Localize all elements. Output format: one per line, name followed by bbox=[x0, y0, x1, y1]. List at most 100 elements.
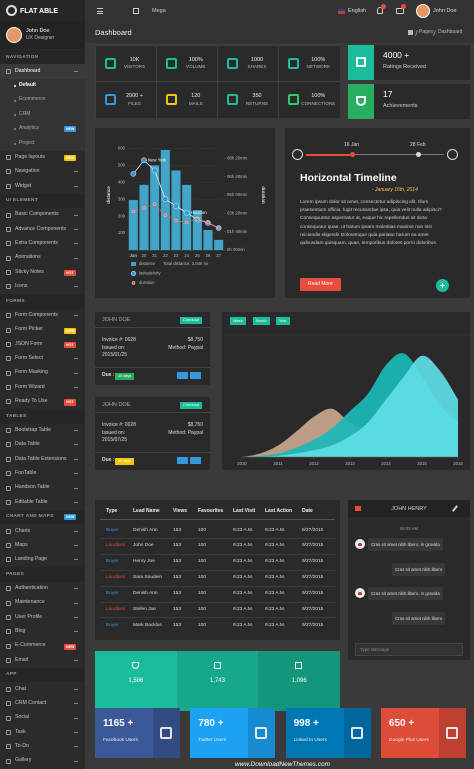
table-cell: Sara Soudein bbox=[133, 575, 163, 581]
sidebar-item[interactable]: Form Components bbox=[0, 309, 85, 323]
invoice-number: Invoice #: 0028 bbox=[102, 422, 136, 428]
checkout-button[interactable]: Checkout bbox=[180, 316, 203, 324]
sidebar-subitem[interactable]: Project bbox=[0, 136, 85, 151]
action-button[interactable] bbox=[177, 457, 188, 464]
sidebar-item[interactable]: Form Select bbox=[0, 352, 85, 366]
chat-message: Cras sit amet nibh libero bbox=[392, 562, 446, 576]
breadcrumb-item[interactable]: Pages bbox=[419, 29, 434, 35]
x-tick-label: 26 bbox=[206, 253, 211, 258]
table-cell: 9/27/2015 bbox=[302, 543, 324, 549]
fullscreen-icon[interactable] bbox=[133, 8, 139, 14]
social-icon bbox=[445, 727, 458, 739]
sidebar-item[interactable]: JSON Form HOT bbox=[0, 337, 85, 351]
sidebar-item[interactable]: Social bbox=[0, 711, 85, 725]
checkout-button[interactable]: Checkout bbox=[180, 401, 203, 409]
notification-icon[interactable] bbox=[377, 7, 383, 14]
sidebar-item[interactable]: Email bbox=[0, 654, 85, 668]
range-button[interactable]: Week bbox=[230, 317, 246, 326]
header-avatar[interactable] bbox=[416, 4, 430, 18]
sidebar-item[interactable]: CRM Contact bbox=[0, 697, 85, 711]
sidebar-item[interactable]: Data Table bbox=[0, 438, 85, 452]
sidebar-item[interactable]: Advance Components bbox=[0, 222, 85, 236]
header-user[interactable]: John Doe bbox=[433, 8, 457, 14]
y2-tick-label: 01h 40min bbox=[227, 229, 248, 234]
range-button[interactable]: Month bbox=[253, 317, 270, 326]
action-button[interactable] bbox=[190, 457, 201, 464]
sidebar-section-title: CHART AND MAPS bbox=[6, 514, 54, 520]
table-cell: 9:23 A.M. bbox=[265, 607, 286, 612]
range-button[interactable]: Year bbox=[276, 317, 290, 326]
sidebar-item[interactable]: Gallery bbox=[0, 754, 85, 768]
sidebar-item[interactable]: Data Table Extensions bbox=[0, 452, 85, 466]
sidebar-avatar bbox=[6, 27, 22, 43]
read-more-button[interactable]: Read More bbox=[300, 278, 341, 291]
sidebar-item-label: Page layouts bbox=[15, 153, 45, 160]
sidebar-item[interactable]: Authentication bbox=[0, 582, 85, 596]
sidebar-item[interactable]: Page layouts NEW bbox=[0, 151, 85, 165]
sidebar-item-label: FooTable bbox=[15, 470, 37, 477]
invoice-name: JOHN DOE bbox=[102, 317, 131, 323]
sidebar-item-icon bbox=[6, 629, 11, 635]
breadcrumb-home-icon[interactable] bbox=[408, 30, 413, 35]
sidebar-item[interactable]: Dashboard bbox=[0, 64, 85, 79]
sidebar-item[interactable]: E-Commerce NEW bbox=[0, 639, 85, 653]
language[interactable]: English bbox=[348, 8, 367, 14]
sidebar-item[interactable]: To-Do bbox=[0, 740, 85, 754]
sidebar-item[interactable]: Navigation bbox=[0, 165, 85, 179]
line-point bbox=[195, 217, 200, 221]
sidebar-item-label: Maintenance bbox=[15, 599, 45, 606]
sidebar-item[interactable]: Handson Table bbox=[0, 481, 85, 495]
timeline-next[interactable] bbox=[447, 149, 458, 160]
sidebar-item[interactable]: Bootstrap Table bbox=[0, 424, 85, 438]
timeline-dot[interactable] bbox=[350, 152, 355, 157]
sidebar-subitem[interactable]: Default bbox=[0, 78, 85, 94]
menu-icon[interactable] bbox=[97, 10, 103, 12]
stat-label: FILES bbox=[128, 100, 141, 106]
sidebar-item[interactable]: Ready To Use HOT bbox=[0, 395, 85, 409]
sidebar-item[interactable]: FooTable bbox=[0, 467, 85, 481]
sidebar-item[interactable]: Charts bbox=[0, 524, 85, 538]
menu-icon[interactable] bbox=[97, 13, 103, 14]
mega-menu[interactable]: Mega bbox=[152, 8, 166, 14]
timeline-prev[interactable] bbox=[292, 149, 303, 160]
sidebar-item[interactable]: Blog bbox=[0, 625, 85, 639]
sidebar-item-icon bbox=[6, 356, 11, 362]
sidebar-item[interactable]: Widget bbox=[0, 179, 85, 193]
stat-value: 100% bbox=[188, 56, 203, 63]
invoice-issued: Issued on: bbox=[102, 430, 126, 436]
sidebar-item[interactable]: Icons bbox=[0, 280, 85, 294]
sidebar-subitem[interactable]: Analytics NEW bbox=[0, 121, 85, 137]
sidebar-item[interactable]: Chat bbox=[0, 682, 85, 696]
sidebar-item[interactable]: Maps bbox=[0, 539, 85, 553]
sidebar-item[interactable]: Form Masking bbox=[0, 366, 85, 380]
sidebar-item[interactable]: Sticky Notes HOT bbox=[0, 266, 85, 280]
table-cell: John Doe bbox=[133, 543, 154, 549]
menu-icon[interactable] bbox=[97, 8, 103, 9]
table-cell: Mark Backlus bbox=[133, 622, 162, 628]
sidebar-item[interactable]: Extra Components bbox=[0, 237, 85, 251]
sidebar-item[interactable]: Task bbox=[0, 725, 85, 739]
sidebar-item[interactable]: Basic Components bbox=[0, 208, 85, 222]
sidebar-item[interactable]: Form Picker NEW bbox=[0, 323, 85, 337]
social-card: 780 + Twitter Users bbox=[190, 708, 276, 758]
sidebar-item[interactable]: Landing Page bbox=[0, 553, 85, 567]
legend-label: latitude/city bbox=[139, 271, 161, 276]
chat-menu-icon[interactable] bbox=[355, 506, 361, 511]
sidebar-subitem[interactable]: Ecommerce bbox=[0, 93, 85, 108]
sidebar-item[interactable]: User Profile bbox=[0, 610, 85, 624]
chat-input[interactable]: Type Message bbox=[355, 643, 463, 657]
timeline-dot[interactable] bbox=[416, 152, 421, 157]
message-icon[interactable] bbox=[396, 7, 404, 14]
badge: HOT bbox=[64, 341, 76, 349]
stat-value: 120 bbox=[191, 93, 201, 99]
sidebar-item[interactable]: Animations bbox=[0, 251, 85, 265]
sidebar-item[interactable]: Maintenance bbox=[0, 596, 85, 610]
sidebar-subitem[interactable]: CRM bbox=[0, 107, 85, 122]
action-button[interactable] bbox=[190, 372, 201, 379]
sidebar-item[interactable]: Editable Table bbox=[0, 495, 85, 509]
sidebar-item[interactable]: Form Wizard bbox=[0, 381, 85, 395]
area bbox=[242, 355, 458, 458]
action-button[interactable] bbox=[177, 372, 188, 379]
social-value: 780 + bbox=[198, 718, 224, 729]
y-tick-label: 600 bbox=[118, 146, 126, 151]
